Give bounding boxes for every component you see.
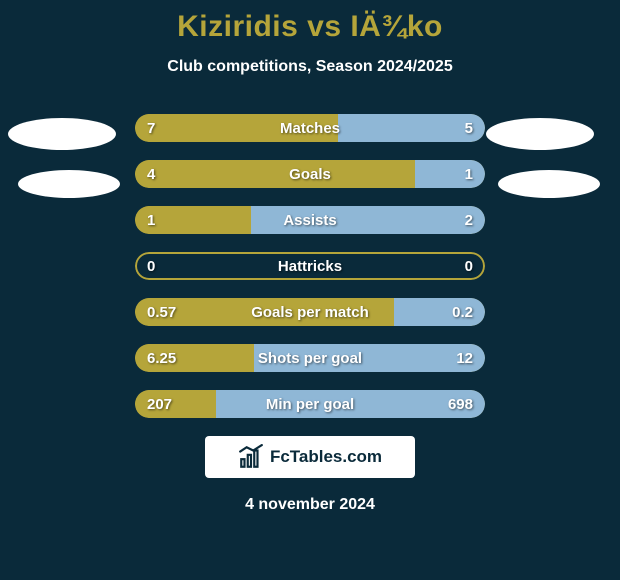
stat-value-right: 0.2	[452, 298, 473, 326]
photo-ellipse	[498, 170, 600, 198]
stat-row: 1Assists2	[135, 206, 485, 234]
stat-label: Hattricks	[135, 252, 485, 280]
stat-row: 6.25Shots per goal12	[135, 344, 485, 372]
chart-icon	[238, 444, 264, 470]
stat-value-right: 698	[448, 390, 473, 418]
subtitle: Club competitions, Season 2024/2025	[0, 58, 620, 76]
comparison-card: Kiziridis vs IÄ¾ko Club competitions, Se…	[0, 0, 620, 580]
stat-value-right: 12	[456, 344, 473, 372]
photo-ellipse	[486, 118, 594, 150]
site-logo: FcTables.com	[205, 436, 415, 478]
stat-row: 0.57Goals per match0.2	[135, 298, 485, 326]
date: 4 november 2024	[0, 496, 620, 514]
stat-label: Min per goal	[135, 390, 485, 418]
photo-ellipse	[8, 118, 116, 150]
stat-label: Shots per goal	[135, 344, 485, 372]
stat-label: Matches	[135, 114, 485, 142]
stats-bars: 7Matches54Goals11Assists20Hattricks00.57…	[135, 114, 485, 418]
stat-value-right: 2	[465, 206, 473, 234]
photo-ellipse	[18, 170, 120, 198]
logo-text: FcTables.com	[270, 447, 382, 467]
stat-label: Assists	[135, 206, 485, 234]
stat-row: 7Matches5	[135, 114, 485, 142]
stat-value-right: 1	[465, 160, 473, 188]
stat-label: Goals	[135, 160, 485, 188]
page-title: Kiziridis vs IÄ¾ko	[0, 10, 620, 44]
stat-value-right: 0	[465, 252, 473, 280]
stat-row: 4Goals1	[135, 160, 485, 188]
stat-value-right: 5	[465, 114, 473, 142]
stat-row: 0Hattricks0	[135, 252, 485, 280]
stat-label: Goals per match	[135, 298, 485, 326]
stat-row: 207Min per goal698	[135, 390, 485, 418]
